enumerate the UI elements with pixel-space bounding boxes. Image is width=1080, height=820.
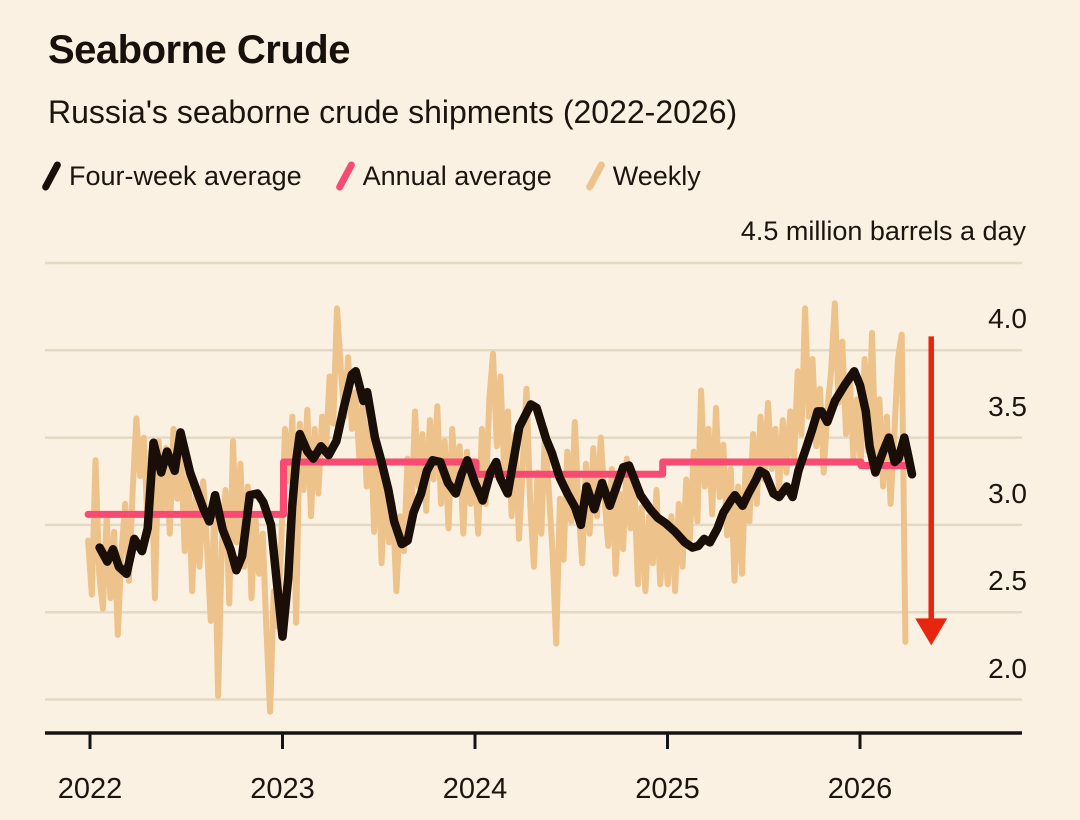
chart-subtitle: Russia's seaborne crude shipments (2022-… bbox=[48, 94, 738, 130]
x-tick-label-2023: 2023 bbox=[250, 773, 315, 805]
page-title: Seaborne Crude bbox=[48, 28, 350, 72]
annual-average-swatch-icon bbox=[334, 160, 356, 192]
x-tick-label-2026: 2026 bbox=[827, 773, 893, 805]
legend-item-weekly: Weekly bbox=[584, 160, 701, 192]
legend-label: Weekly bbox=[612, 160, 701, 191]
decline-arrow-head bbox=[915, 618, 948, 646]
weekly-line bbox=[85, 300, 909, 715]
annual-average-line bbox=[84, 458, 910, 518]
x-tick-label-2022: 2022 bbox=[57, 773, 123, 805]
y-axis-unit-label: 4.5 million barrels a day bbox=[740, 216, 1026, 246]
four-week-average-series bbox=[95, 367, 917, 641]
legend: Four-week average Annual average Weekly bbox=[40, 156, 701, 196]
x-tick-label-2025: 2025 bbox=[635, 773, 700, 805]
y-tick-label-4.0: 4.0 bbox=[988, 303, 1027, 335]
y-tick-label-2.0: 2.0 bbox=[988, 652, 1027, 684]
y-tick-label-2.5: 2.5 bbox=[988, 565, 1027, 597]
legend-item-annual-average: Annual average bbox=[334, 160, 552, 192]
four-week-average-line bbox=[95, 367, 917, 641]
y-tick-label-3.0: 3.0 bbox=[988, 477, 1027, 509]
x-tick-label-2024: 2024 bbox=[442, 773, 508, 805]
legend-item-four-week-average: Four-week average bbox=[40, 160, 302, 192]
x-axis bbox=[45, 731, 1022, 749]
annual-average-series bbox=[84, 458, 910, 518]
weekly-swatch-icon bbox=[584, 160, 606, 192]
y-tick-label-3.5: 3.5 bbox=[988, 390, 1027, 422]
weekly-series bbox=[85, 300, 909, 715]
legend-label: Annual average bbox=[362, 160, 552, 191]
legend-label: Four-week average bbox=[69, 160, 302, 191]
decline-arrow-icon bbox=[915, 336, 948, 646]
